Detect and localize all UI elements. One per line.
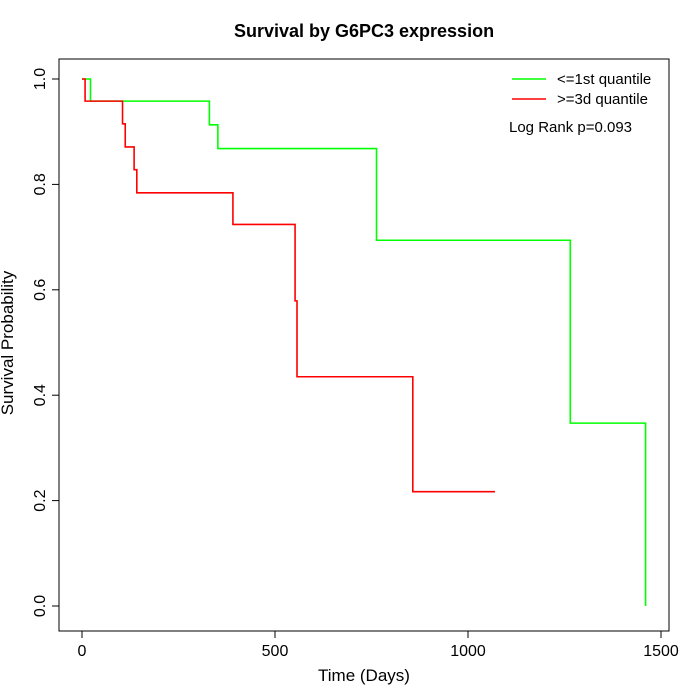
x-tick-label: 500 bbox=[262, 643, 289, 660]
x-axis-title: Time (Days) bbox=[318, 666, 410, 685]
y-tick-label: 0.6 bbox=[32, 279, 49, 301]
y-tick-label: 0.2 bbox=[32, 489, 49, 511]
series-line-high-quantile bbox=[82, 78, 496, 493]
y-axis: 0.0 0.2 0.4 0.6 0.8 1.0 bbox=[32, 68, 60, 617]
x-tick-label: 1500 bbox=[643, 643, 679, 660]
chart-title: Survival by G6PC3 expression bbox=[234, 21, 494, 41]
legend-label-high-quantile: >=3d quantile bbox=[557, 91, 648, 108]
y-tick-label: 0.8 bbox=[32, 173, 49, 195]
x-tick-label: 1000 bbox=[450, 643, 486, 660]
x-axis: 0 500 1000 1500 bbox=[78, 630, 679, 660]
series-line-low-quantile bbox=[82, 78, 647, 606]
legend-label-low-quantile: <=1st quantile bbox=[557, 71, 651, 88]
plot-frame bbox=[58, 58, 670, 632]
log-rank-annotation: Log Rank p=0.093 bbox=[509, 119, 632, 136]
y-axis-title: Survival Probability bbox=[0, 270, 17, 415]
y-tick-label: 1.0 bbox=[32, 68, 49, 90]
x-tick-label: 0 bbox=[78, 643, 87, 660]
y-tick-label: 0.0 bbox=[32, 595, 49, 617]
series-layer bbox=[82, 78, 647, 606]
legend: <=1st quantile >=3d quantile bbox=[512, 71, 651, 108]
y-tick-label: 0.4 bbox=[32, 384, 49, 406]
